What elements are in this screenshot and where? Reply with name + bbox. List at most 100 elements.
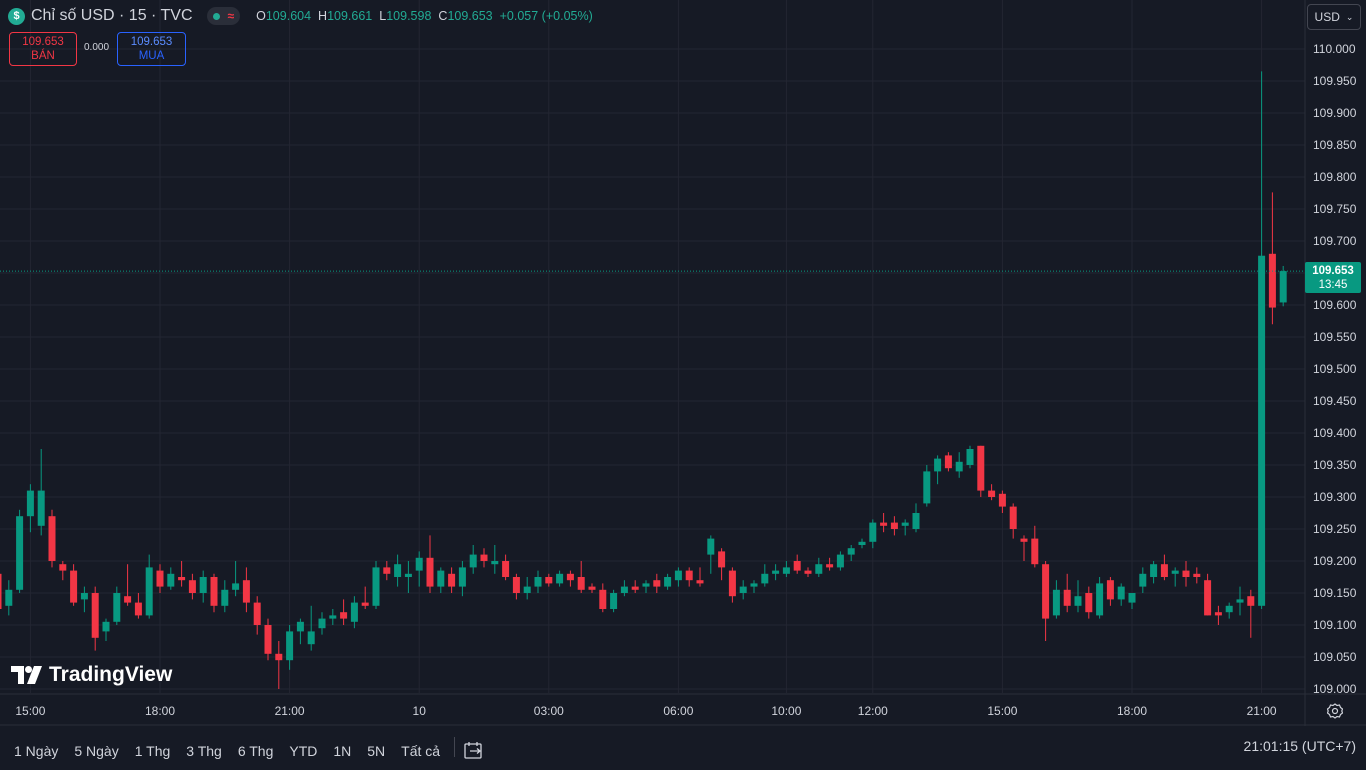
go-to-date-icon[interactable] (463, 741, 485, 761)
low-value: 109.598 (386, 9, 432, 23)
candle-body (620, 586, 628, 593)
candle-body (858, 541, 866, 545)
candle-body (210, 577, 218, 606)
candle-body (1214, 612, 1222, 616)
candle-body (977, 445, 985, 491)
range-button[interactable]: 1 Thg (134, 743, 171, 759)
range-button[interactable]: YTD (289, 743, 318, 759)
candle-body (1236, 599, 1244, 603)
candle-body (91, 593, 99, 638)
candle-body (37, 490, 45, 526)
candle-body (545, 577, 553, 584)
tradingview-logo[interactable]: TradingView (11, 663, 172, 687)
candle-body (415, 557, 423, 571)
x-tick-label: 03:00 (534, 704, 564, 718)
clock-timezone[interactable]: 21:01:15 (UTC+7) (1243, 738, 1356, 754)
data-delayed-wave-icon: ≈ (227, 9, 235, 23)
candle-body (566, 573, 574, 581)
watermark-text: TradingView (49, 663, 173, 686)
candle-body (1031, 538, 1039, 565)
x-tick-label: 10:00 (771, 704, 801, 718)
change-value: +0.057 (+0.05%) (499, 9, 593, 23)
y-tick-label: 109.300 (1313, 490, 1357, 504)
tradingview-logo-icon (11, 666, 42, 684)
candle-body (361, 602, 369, 606)
candle-body (1106, 580, 1114, 600)
y-tick-label: 109.900 (1313, 106, 1357, 120)
candle-body (912, 513, 920, 529)
candle-body (988, 490, 996, 497)
candle-body (264, 625, 272, 654)
candle-body (491, 561, 499, 565)
candle-body (1020, 538, 1028, 542)
y-tick-label: 109.050 (1313, 650, 1357, 664)
ohlc-values: O109.604 H109.661 L109.598 C109.653 +0.0… (256, 9, 593, 23)
x-tick-label: 18:00 (145, 704, 175, 718)
x-tick-label: 15:00 (987, 704, 1017, 718)
candle-body (718, 551, 726, 568)
candle-body (610, 593, 618, 609)
x-tick-label: 15:00 (15, 704, 45, 718)
y-tick-label: 109.000 (1313, 682, 1357, 696)
y-tick-label: 109.850 (1313, 138, 1357, 152)
x-tick-label: 10 (413, 704, 427, 718)
candle-body (232, 583, 240, 590)
candle-body (836, 554, 844, 568)
candle-body (372, 567, 380, 606)
x-tick-label: 06:00 (663, 704, 693, 718)
candle-body (16, 516, 24, 590)
range-button[interactable]: 5 Ngày (74, 743, 119, 759)
candle-body (329, 615, 337, 619)
candle-body (124, 596, 132, 603)
symbol-logo-icon: $ (8, 7, 25, 25)
candle-body (145, 567, 153, 616)
candle-body (847, 548, 855, 555)
candle-body (998, 493, 1006, 507)
candle-body (1171, 570, 1179, 574)
y-tick-label: 109.350 (1313, 458, 1357, 472)
candle-body (178, 577, 186, 581)
candle-body (242, 580, 250, 603)
candle-body (890, 522, 898, 529)
range-button[interactable]: 1N (333, 743, 352, 759)
y-tick-label: 109.450 (1313, 394, 1357, 408)
range-buttons: 1 Ngày 5 Ngày 1 Thg 3 Thg 6 Thg YTD 1N 5N Tất cả (6, 732, 448, 762)
candle-body (685, 570, 693, 581)
candle-body (1009, 506, 1017, 529)
candle-body (955, 461, 963, 472)
chevron-down-icon: ⌄ (1345, 11, 1354, 22)
candle-body (48, 516, 56, 561)
x-tick-label: 21:00 (1247, 704, 1277, 718)
range-button[interactable]: 5N (367, 743, 386, 759)
candle-body (1128, 593, 1136, 603)
y-tick-label: 109.750 (1313, 202, 1357, 216)
candle-body (588, 586, 596, 590)
range-button[interactable]: 1 Ngày (14, 743, 59, 759)
candle-body (275, 653, 283, 661)
currency-select[interactable]: USD ⌄ (1307, 4, 1361, 30)
sell-button[interactable]: 109.653 BÁN (9, 32, 77, 66)
y-tick-label: 109.200 (1313, 554, 1357, 568)
gear-icon[interactable] (1327, 703, 1343, 719)
range-button[interactable]: Tất cả (401, 743, 441, 759)
y-tick-label: 109.600 (1313, 298, 1357, 312)
candle-body (739, 586, 747, 593)
y-tick-label: 109.800 (1313, 170, 1357, 184)
candle-body (1268, 253, 1276, 308)
candle-body (1063, 589, 1071, 606)
symbol-title[interactable]: Chỉ số USD · 15 · TVC (31, 7, 193, 24)
candle-body (156, 570, 164, 587)
buy-button[interactable]: 109.653 MUA (117, 32, 186, 66)
candle-body (1193, 573, 1201, 577)
candle-body (664, 577, 672, 587)
candle-body (1085, 593, 1093, 613)
range-button[interactable]: 3 Thg (186, 743, 222, 759)
candle-body (599, 589, 607, 609)
market-status-pill[interactable]: ≈ (206, 7, 241, 25)
bar-countdown: 13:45 (1318, 279, 1348, 291)
range-button[interactable]: 6 Thg (237, 743, 274, 759)
open-value: 109.604 (265, 9, 312, 23)
candle-body (815, 564, 823, 574)
high-value: 109.661 (327, 9, 373, 23)
